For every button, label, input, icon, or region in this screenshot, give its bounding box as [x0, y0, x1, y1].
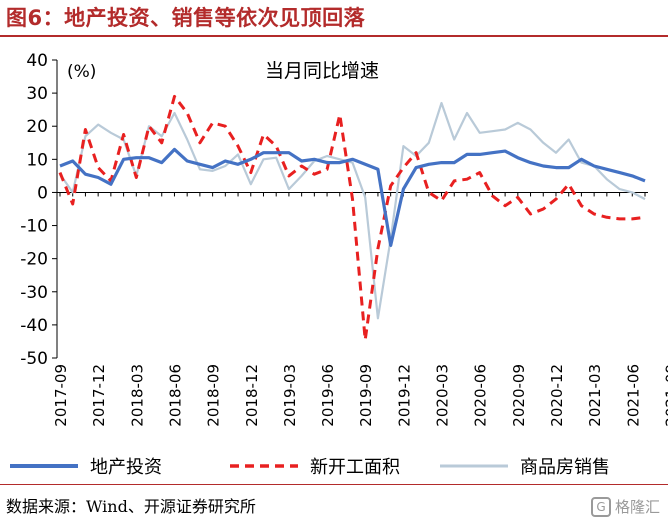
- y-tick-label: 10: [26, 150, 48, 170]
- series-line-0: [59, 147, 646, 247]
- x-tick-label: 2018-12: [243, 364, 261, 427]
- source-note: 数据来源：Wind、开源证券研究所: [6, 497, 256, 516]
- watermark-text: 格隆汇: [614, 498, 660, 516]
- x-tick-label: 2020-03: [434, 364, 452, 427]
- x-tick-label: 2020-12: [548, 364, 566, 427]
- y-tick-label: -40: [20, 316, 48, 336]
- y-tick-label: -50: [20, 349, 48, 369]
- y-tick-label: -20: [20, 250, 48, 270]
- watermark-logo-icon: G: [590, 496, 611, 517]
- x-tick-label: 2018-03: [128, 364, 146, 427]
- legend-label-1: 新开工面积: [310, 457, 400, 478]
- y-axis-unit: (%): [67, 62, 96, 82]
- plot-subtitle: 当月同比增速: [265, 60, 379, 82]
- line-chart: 当月同比增速 (%) 403020100-10-20-30-40-502017-…: [10, 51, 668, 478]
- series-line-2: [59, 101, 646, 320]
- y-tick-label: 0: [37, 183, 48, 203]
- x-tick-label: 2021-09: [662, 364, 668, 427]
- y-tick-label: 30: [26, 84, 48, 104]
- source-rule: [0, 484, 668, 485]
- y-tick-label: -30: [20, 283, 48, 303]
- watermark: G 格隆汇: [590, 496, 660, 517]
- x-tick-label: 2020-09: [510, 364, 528, 427]
- y-tick-label: 40: [26, 51, 48, 71]
- x-tick-label: 2019-03: [281, 364, 299, 427]
- chart-title: 图6：地产投资、销售等依次见顶回落: [6, 6, 366, 30]
- x-tick-label: 2019-06: [319, 364, 337, 427]
- x-tick-label: 2018-06: [166, 364, 184, 427]
- x-tick-label: 2019-12: [395, 364, 413, 427]
- x-tick-label: 2017-12: [90, 364, 108, 427]
- title-rule: [0, 35, 668, 37]
- x-tick-label: 2021-06: [624, 364, 642, 427]
- y-tick-label: -10: [20, 217, 48, 237]
- series-line-1: [58, 94, 646, 342]
- x-tick-label: 2021-03: [586, 364, 604, 427]
- x-tick-label: 2018-09: [205, 364, 223, 427]
- series-layer: [58, 94, 646, 342]
- y-tick-label: 20: [26, 117, 48, 137]
- legend: 地产投资 新开工面积 商品房销售: [10, 457, 610, 478]
- legend-label-2: 商品房销售: [520, 457, 610, 478]
- legend-label-0: 地产投资: [90, 457, 162, 478]
- x-tick-label: 2017-09: [52, 364, 70, 427]
- x-tick-label: 2019-09: [357, 364, 375, 427]
- x-tick-label: 2020-06: [472, 364, 490, 427]
